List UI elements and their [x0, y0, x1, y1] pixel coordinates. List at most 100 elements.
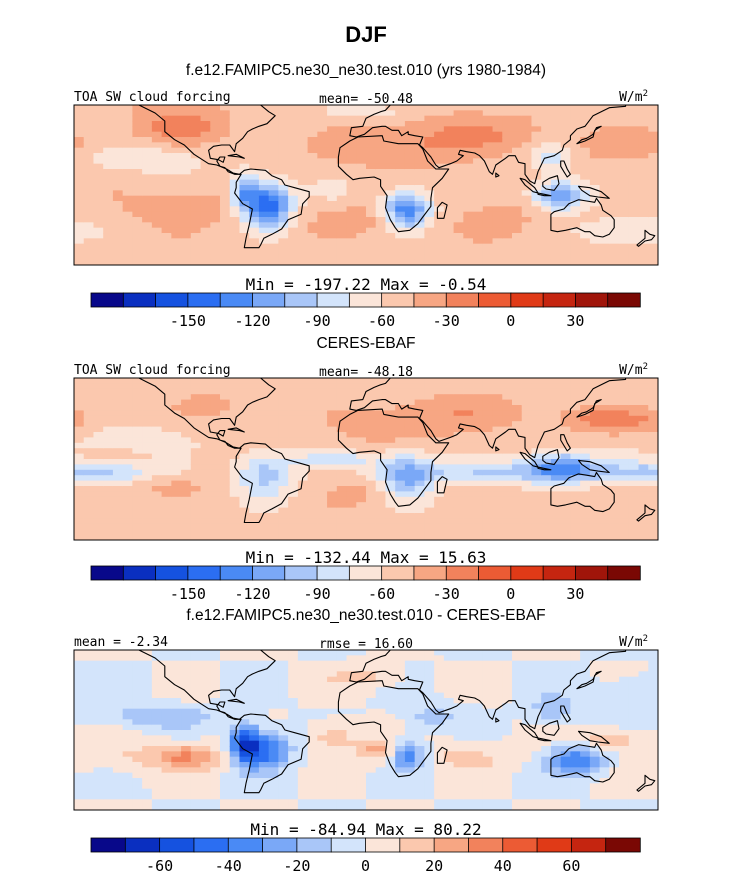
field-cell — [570, 496, 581, 503]
field-cell — [346, 394, 357, 401]
field-cell — [356, 432, 367, 438]
field-cell — [356, 682, 367, 688]
field-cell — [307, 147, 318, 154]
map-field — [74, 378, 658, 540]
field-cell — [132, 249, 143, 255]
field-cell — [521, 110, 533, 117]
field-cell — [599, 227, 610, 234]
field-cell — [375, 233, 387, 239]
field-cell — [151, 185, 163, 191]
field-cell — [356, 523, 367, 530]
panel-center-label: mean= -48.18 — [319, 365, 413, 380]
field-cell — [356, 788, 367, 795]
field-cell — [346, 507, 357, 514]
field-cell — [288, 480, 299, 487]
field-cell — [210, 529, 221, 536]
field-cell — [103, 464, 114, 471]
field-cell — [366, 147, 377, 154]
field-cell — [93, 249, 104, 255]
field-cell — [103, 496, 114, 503]
field-cell — [375, 394, 387, 401]
field-cell — [297, 243, 309, 250]
field-cell — [132, 513, 143, 519]
field-cell — [132, 147, 143, 154]
field-cell — [268, 442, 279, 449]
field-cell — [83, 163, 95, 170]
field-cell — [239, 762, 250, 768]
field-cell — [414, 233, 425, 239]
field-cell — [619, 496, 630, 503]
field-cell — [151, 249, 163, 255]
field-cell — [190, 703, 202, 710]
field-cell — [346, 448, 357, 455]
field-cell — [492, 211, 503, 218]
field-cell — [473, 502, 484, 509]
field-cell — [346, 421, 357, 428]
field-cell — [288, 804, 299, 810]
field-cell — [181, 421, 192, 428]
field-cell — [181, 437, 192, 444]
field-cell — [190, 222, 202, 229]
field-cell — [609, 513, 620, 519]
field-cell — [570, 464, 581, 471]
field-cell — [638, 459, 649, 465]
field-cell — [541, 513, 552, 519]
field-cell — [83, 426, 95, 433]
field-cell — [395, 518, 406, 525]
field-cell — [453, 756, 464, 763]
field-cell — [74, 137, 85, 143]
field-cell — [375, 410, 387, 417]
field-cell — [366, 751, 377, 758]
field-cell — [181, 126, 192, 133]
field-cell — [346, 464, 357, 471]
field-cell — [336, 751, 348, 758]
panel-units: W/m2 — [619, 634, 648, 650]
field-cell — [628, 432, 640, 438]
field-cell — [473, 756, 484, 763]
field-cell — [521, 158, 533, 165]
field-cell — [258, 222, 270, 229]
field-cell — [502, 475, 513, 482]
field-cell — [181, 676, 192, 683]
field-cell — [502, 437, 513, 444]
field-cell — [220, 448, 231, 455]
field-cell — [122, 137, 133, 143]
field-cell — [492, 534, 503, 540]
field-cell — [112, 437, 124, 444]
field-cell — [356, 772, 367, 779]
field-cell — [521, 211, 533, 218]
field-cell — [434, 513, 445, 519]
field-cell — [434, 730, 445, 736]
field-cell — [473, 405, 484, 411]
field-cell — [482, 415, 494, 422]
field-cell — [83, 767, 95, 774]
field-cell — [210, 394, 221, 401]
field-cell — [473, 724, 484, 731]
field-cell — [336, 174, 348, 181]
field-cell — [463, 432, 474, 438]
field-cell — [589, 174, 601, 181]
field-cell — [434, 421, 445, 428]
field-cell — [171, 735, 182, 742]
field-cell — [112, 206, 124, 213]
field-cell — [112, 692, 124, 699]
field-cell — [132, 464, 143, 471]
field-cell — [220, 190, 231, 197]
field-cell — [112, 388, 124, 395]
field-cell — [258, 794, 270, 800]
field-cell — [327, 464, 338, 471]
field-cell — [385, 410, 396, 417]
field-cell — [288, 687, 299, 694]
field-cell — [122, 529, 133, 536]
colorbar-swatch — [219, 292, 254, 308]
field-cell — [356, 518, 367, 525]
field-cell — [190, 158, 202, 165]
field-cell — [404, 666, 416, 672]
field-cell — [122, 783, 133, 790]
field-cell — [541, 469, 552, 476]
field-cell — [83, 772, 95, 779]
field-cell — [599, 238, 610, 245]
field-cell — [366, 453, 377, 460]
field-cell — [366, 756, 377, 763]
field-cell — [210, 405, 221, 411]
